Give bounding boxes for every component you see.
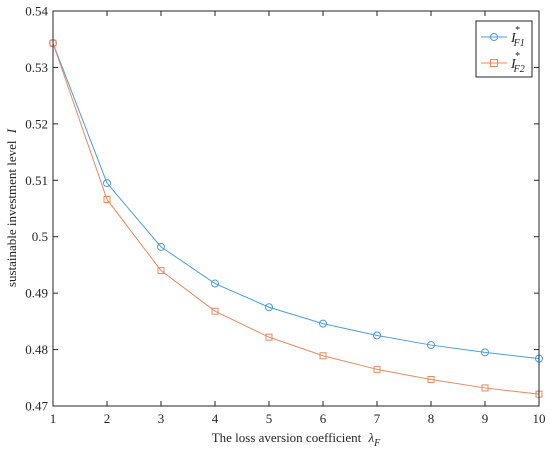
data-point-f2	[157, 267, 165, 275]
legend-box	[475, 20, 533, 78]
legend-marker-if2	[490, 59, 498, 67]
y-tick-label: 0.52	[25, 116, 48, 131]
series-line-f2	[52, 42, 540, 395]
x-tick-label: 5	[266, 411, 273, 426]
x-tick-label: 7	[374, 411, 381, 426]
data-point-f2	[103, 195, 111, 203]
legend-marker-if1	[490, 33, 498, 41]
data-point-f1	[481, 348, 489, 357]
plot-area	[49, 10, 543, 407]
y-tick-label: 0.53	[25, 60, 48, 75]
data-point-f2	[481, 384, 489, 392]
data-point-f2	[265, 333, 273, 341]
data-point-f1	[157, 242, 165, 251]
legend-label-if2: I* F2	[510, 51, 525, 75]
data-point-f1	[211, 279, 219, 288]
axes-frame	[52, 10, 540, 407]
y-axis-label: sustainable investment level I	[4, 128, 19, 287]
data-point-f1	[103, 179, 111, 188]
y-tick-label: 0.54	[25, 4, 48, 19]
x-axis-label: The loss aversion coefficient λF	[212, 430, 381, 449]
x-tick-label: 6	[320, 411, 327, 426]
data-point-f2	[427, 375, 435, 383]
y-axis-ticks: 0.47 0.48 0.49 0.5 0.51 0.52 0.53 0.54	[25, 4, 539, 414]
data-point-f1	[427, 341, 435, 350]
y-tick-label: 0.51	[25, 173, 48, 188]
x-tick-label: 10	[533, 411, 546, 426]
legend-entry-if2: I* F2	[481, 51, 525, 75]
legend: I* F1 I* F2	[475, 20, 533, 78]
series-line-f1	[52, 42, 540, 360]
x-tick-label: 8	[428, 411, 435, 426]
data-point-f1	[265, 303, 273, 312]
x-tick-label: 9	[482, 411, 489, 426]
y-tick-label: 0.47	[25, 399, 48, 414]
y-tick-label: 0.48	[25, 342, 48, 357]
data-point-f2	[211, 307, 219, 315]
x-tick-label: 1	[50, 411, 57, 426]
legend-label-if1: I* F1	[510, 25, 525, 49]
data-point-f1	[319, 319, 327, 328]
x-tick-label: 3	[158, 411, 165, 426]
x-axis-ticks: 1 2 3 4 5 6 7 8 9 10	[50, 11, 546, 426]
data-point-f2	[373, 365, 381, 373]
y-tick-label: 0.49	[25, 286, 48, 301]
x-tick-label: 2	[104, 411, 111, 426]
data-point-f2	[319, 352, 327, 360]
data-point-f1	[373, 331, 381, 340]
legend-entry-if1: I* F1	[481, 25, 525, 49]
x-tick-label: 4	[212, 411, 219, 426]
y-tick-label: 0.5	[32, 229, 48, 244]
